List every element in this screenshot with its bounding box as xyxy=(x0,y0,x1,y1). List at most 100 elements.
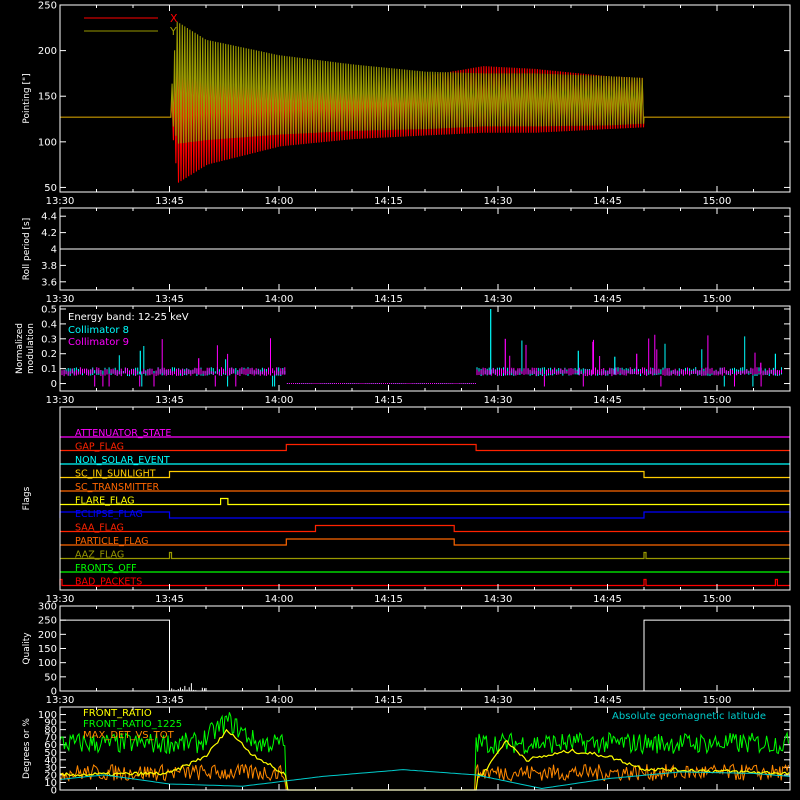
modulation-ylabel-line: Normalized xyxy=(15,323,25,374)
flag-row-gap-flag: GAP_FLAG xyxy=(60,442,790,453)
flags-xtick-label: 15:00 xyxy=(703,594,732,605)
roll-xtick-label: 14:30 xyxy=(484,294,513,305)
ratios-legend-2: MAX_DET_VS_TOT xyxy=(83,730,175,741)
pointing-xtick-label: 13:45 xyxy=(155,196,184,207)
quality-ytick-label: 100 xyxy=(38,658,57,669)
quality-ylabel: Quality xyxy=(22,632,32,665)
flags-ylabel: Flags xyxy=(22,486,32,510)
flag-row-non-solar-event: NON_SOLAR_EVENT xyxy=(60,455,790,466)
quality-xtick-label: 13:30 xyxy=(46,695,75,706)
flags-xtick-label: 14:45 xyxy=(593,594,622,605)
modulation-xtick-label: 15:00 xyxy=(703,395,732,406)
quality-ytick-label: 300 xyxy=(38,602,57,613)
quality-ytick-label: 250 xyxy=(38,616,57,627)
ratios-ytick-label: 40 xyxy=(44,755,57,766)
flag-trace xyxy=(60,524,790,533)
pointing-legend-label-X: X xyxy=(170,12,178,25)
modulation-xtick-label: 14:30 xyxy=(484,395,513,406)
flag-label: ATTENUATOR_STATE xyxy=(75,428,171,439)
flag-row-bad-packets: BAD_PACKETS xyxy=(59,577,790,588)
flag-label: GAP_FLAG xyxy=(75,442,124,453)
pointing-xtick-label: 14:00 xyxy=(265,196,294,207)
flags-xtick-label: 14:30 xyxy=(484,594,513,605)
quality-xtick-label: 14:00 xyxy=(265,695,294,706)
ratios-geomagnetic-latitude xyxy=(59,769,791,790)
modulation-ytick-label: 0.4 xyxy=(41,319,57,330)
quality-trace xyxy=(60,619,790,692)
flag-row-aaz-flag: AAZ_FLAG xyxy=(60,550,790,561)
roll-xtick-label: 14:00 xyxy=(265,294,294,305)
ratios-ytick-label: 30 xyxy=(44,763,57,774)
flag-row-flare-flag: FLARE_FLAG xyxy=(60,496,790,507)
pointing-xtick-label: 14:45 xyxy=(593,196,622,207)
ratios-legend-0: FRONT_RATIO xyxy=(83,708,152,719)
quality-xtick-label: 15:00 xyxy=(703,695,732,706)
flag-label: NON_SOLAR_EVENT xyxy=(75,455,170,466)
ratios-legend-3: Absolute geomagnetic latitude xyxy=(612,711,766,722)
modulation-series-1 xyxy=(59,334,782,387)
ratios-ytick-label: 50 xyxy=(44,748,57,759)
flag-row-fronts-off: FRONTS_OFF xyxy=(60,563,790,574)
modulation-legend-0: Collimator 8 xyxy=(68,325,129,336)
flag-row-particle-flag: PARTICLE_FLAG xyxy=(60,536,790,547)
flag-trace xyxy=(59,578,790,587)
flag-row-sc-transmitter: SC_TRANSMITTER xyxy=(60,482,790,493)
quality-ytick-label: 200 xyxy=(38,630,57,641)
modulation-ytick-label: 0.1 xyxy=(41,364,57,375)
modulation-xtick-label: 14:15 xyxy=(374,395,403,406)
flag-row-attenuator-state: ATTENUATOR_STATE xyxy=(60,428,790,439)
pointing-ytick-label: 100 xyxy=(38,137,57,148)
pointing-ytick-label: 250 xyxy=(38,1,57,12)
pointing-series-Y xyxy=(60,21,790,144)
roll-xtick-label: 14:45 xyxy=(593,294,622,305)
quality-xtick-label: 14:15 xyxy=(374,695,403,706)
roll-ytick-label: 3.8 xyxy=(41,261,57,272)
flags-xtick-label: 14:15 xyxy=(374,594,403,605)
pointing-xtick-label: 14:15 xyxy=(374,196,403,207)
ratios-ylabel: Degrees or % xyxy=(22,718,32,779)
quality-xtick-label: 13:45 xyxy=(155,695,184,706)
roll-xtick-label: 13:30 xyxy=(46,294,75,305)
roll-ylabel: Roll period [s] xyxy=(22,218,32,280)
roll-xtick-label: 14:15 xyxy=(374,294,403,305)
pointing-xtick-label: 13:30 xyxy=(46,196,75,207)
flag-label: BAD_PACKETS xyxy=(75,577,142,588)
roll-ytick-label: 4.4 xyxy=(41,212,57,223)
pointing-ytick-label: 50 xyxy=(44,183,57,194)
pointing-xtick-label: 15:00 xyxy=(703,196,732,207)
roll-ytick-label: 3.6 xyxy=(41,277,57,288)
flag-trace xyxy=(60,443,790,452)
quality-spikes xyxy=(169,683,206,691)
modulation-trace xyxy=(59,334,782,387)
modulation-xtick-label: 13:45 xyxy=(155,395,184,406)
flag-label: FRONTS_OFF xyxy=(75,563,137,574)
roll-ytick-label: 4 xyxy=(51,245,57,256)
pointing-xtick-label: 14:30 xyxy=(484,196,513,207)
modulation-ytick-label: 0.5 xyxy=(41,304,57,315)
flag-trace xyxy=(60,551,790,560)
flag-trace xyxy=(60,497,790,506)
pointing-ytick-label: 200 xyxy=(38,46,57,57)
flag-label: PARTICLE_FLAG xyxy=(75,536,148,547)
ratios-ytick-label: 10 xyxy=(44,778,57,789)
flag-row-saa-flag: SAA_FLAG xyxy=(60,523,790,534)
modulation-energy-band: Energy band: 12-25 keV xyxy=(68,312,189,323)
flag-label: FLARE_FLAG xyxy=(75,496,135,507)
modulation-xtick-label: 13:30 xyxy=(46,395,75,406)
ratios-ytick-label: 20 xyxy=(44,770,57,781)
ratios-ytick-label: 80 xyxy=(44,725,57,736)
flag-label: SC_TRANSMITTER xyxy=(75,482,160,493)
roll-xtick-label: 13:45 xyxy=(155,294,184,305)
quality-ytick-label: 50 xyxy=(44,672,57,683)
quality-ytick-label: 150 xyxy=(38,644,57,655)
flag-label: SAA_FLAG xyxy=(75,523,124,534)
flag-row-sc-in-sunlight: SC_IN_SUNLIGHT xyxy=(60,469,790,480)
quality-xtick-label: 14:30 xyxy=(484,695,513,706)
modulation-xtick-label: 14:00 xyxy=(265,395,294,406)
ratios-ytick-label: 70 xyxy=(44,733,57,744)
modulation-ytick-label: 0.2 xyxy=(41,349,57,360)
flags-xtick-label: 13:30 xyxy=(46,594,75,605)
modulation-ylabel-line: modulation xyxy=(26,323,36,374)
modulation-ytick-label: 0 xyxy=(51,379,57,390)
